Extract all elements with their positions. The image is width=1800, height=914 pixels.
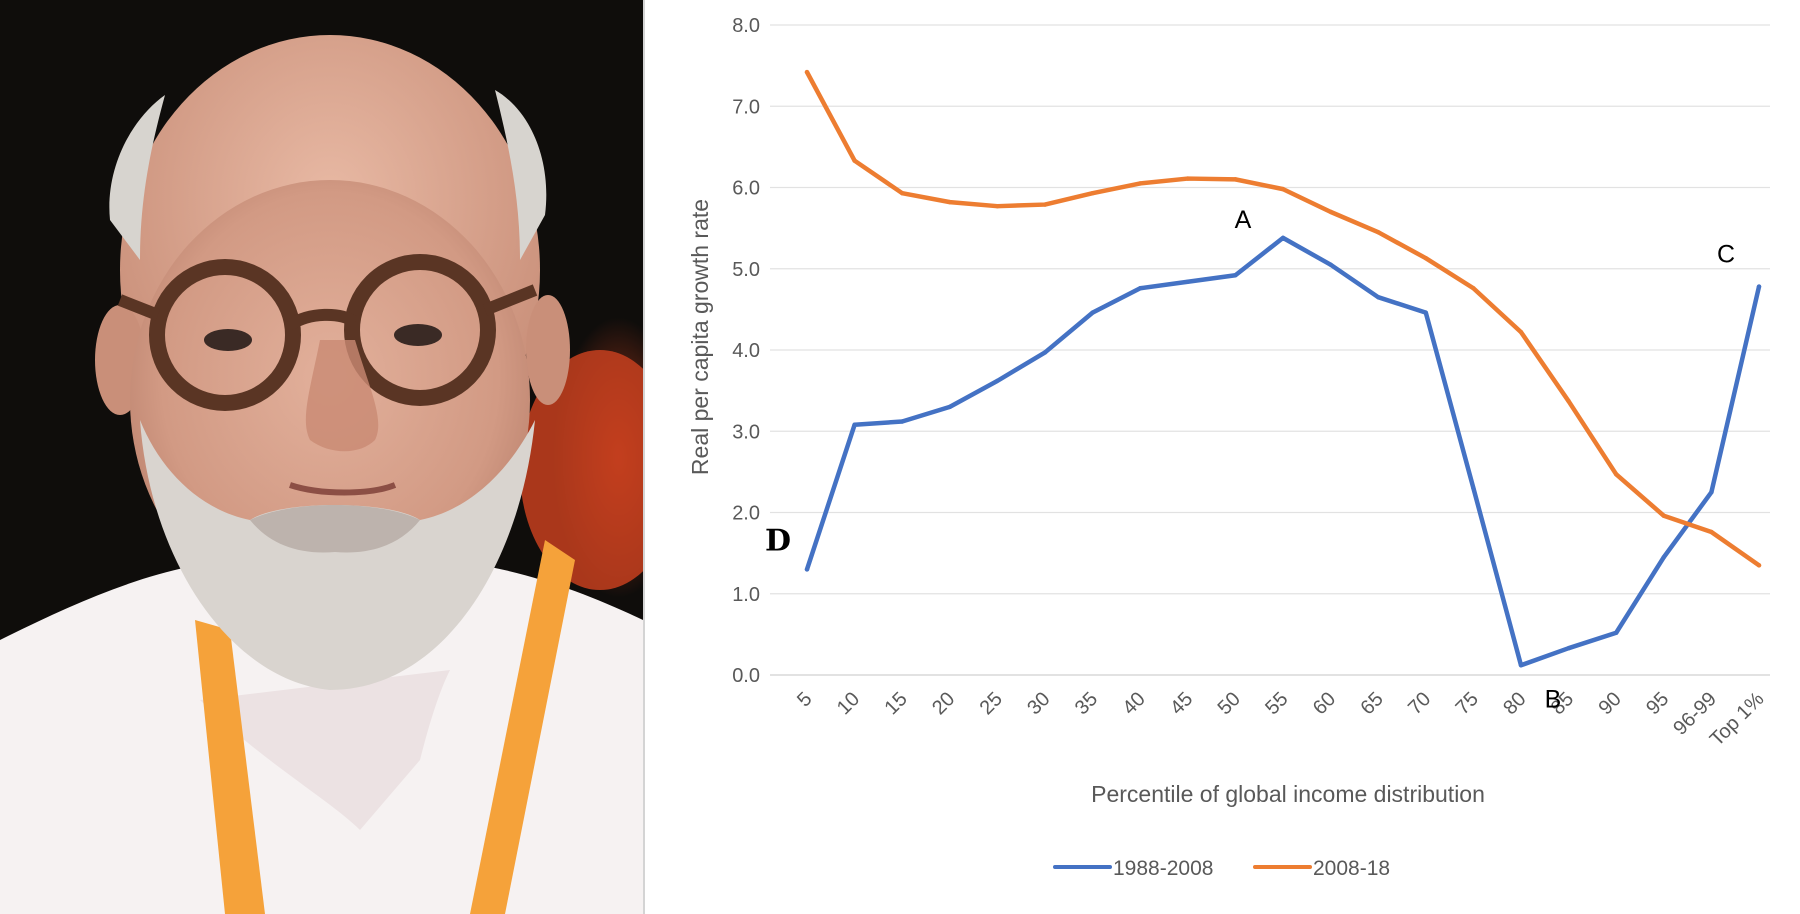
annotations: A B C D [765, 206, 1735, 713]
point-1988-2008-45 [1185, 279, 1190, 284]
point-2008-18-60 [1328, 209, 1333, 215]
point-2008-18-35 [1090, 190, 1095, 196]
y-tick-label: 4.0 [732, 340, 760, 362]
point-2008-18-Top 1% [1756, 563, 1762, 568]
x-tick-label: 60 [1309, 688, 1340, 719]
annotation-c: C [1717, 241, 1735, 269]
point-1988-2008-5 [804, 567, 810, 572]
point-1988-2008-65 [1376, 294, 1381, 300]
portrait-image [0, 0, 643, 914]
point-1988-2008-85 [1566, 645, 1571, 651]
legend-label-1988-2008: 1988-2008 [1113, 857, 1213, 880]
point-2008-18-96-99 [1709, 529, 1714, 535]
point-2008-18-50 [1233, 177, 1238, 182]
y-tick-label: 5.0 [732, 259, 760, 281]
y-axis-title: Real per capita growth rate [687, 199, 713, 475]
point-2008-18-75 [1471, 286, 1476, 291]
point-2008-18-40 [1138, 181, 1143, 186]
x-tick-label: 75 [1452, 688, 1483, 719]
point-2008-18-30 [1042, 202, 1048, 207]
annotation-d: D [765, 523, 791, 558]
x-tick-label: 70 [1404, 688, 1435, 719]
point-1988-2008-80 [1518, 663, 1524, 668]
annotation-b: B [1545, 685, 1562, 713]
x-tick-label: 65 [1356, 688, 1387, 719]
point-1988-2008-25 [995, 378, 1000, 384]
point-2008-18-5 [804, 69, 810, 75]
point-2008-18-85 [1566, 398, 1571, 404]
series-lines [804, 69, 1762, 668]
x-tick-label: 35 [1071, 688, 1102, 719]
point-1988-2008-55 [1280, 235, 1286, 241]
point-1988-2008-30 [1042, 350, 1048, 355]
legend-label-2008-18: 2008-18 [1313, 857, 1390, 880]
x-tick-label: 10 [833, 688, 864, 719]
point-1988-2008-15 [900, 419, 905, 424]
y-tick-label: 0.0 [732, 665, 760, 687]
x-tick-label: 45 [1166, 688, 1197, 719]
point-1988-2008-10 [852, 422, 857, 427]
portrait-photo [0, 0, 643, 914]
point-2008-18-55 [1280, 186, 1286, 192]
point-2008-18-20 [947, 199, 952, 205]
x-tick-label: 30 [1023, 688, 1054, 719]
y-tick-label: 1.0 [732, 584, 760, 606]
point-1988-2008-95 [1661, 554, 1666, 560]
point-2008-18-65 [1376, 229, 1381, 235]
x-tick-label: Top 1% [1706, 688, 1769, 751]
point-1988-2008-50 [1233, 273, 1238, 278]
y-axis-ticks: 0.0 1.0 2.0 3.0 4.0 5.0 6.0 7.0 8.0 [732, 15, 760, 687]
x-tick-label: 20 [928, 688, 959, 719]
series-line-1988-2008 [804, 235, 1762, 668]
y-tick-label: 6.0 [732, 178, 760, 200]
point-2008-18-45 [1185, 176, 1190, 181]
point-1988-2008-35 [1090, 310, 1095, 315]
annotation-a: A [1235, 206, 1252, 234]
y-tick-label: 2.0 [732, 503, 760, 525]
point-1988-2008-96-99 [1709, 489, 1714, 495]
x-tick-label: 40 [1118, 688, 1149, 719]
point-2008-18-25 [995, 203, 1000, 209]
point-1988-2008-40 [1138, 286, 1143, 291]
point-2008-18-95 [1661, 513, 1666, 518]
x-tick-label: 90 [1594, 688, 1625, 719]
x-tick-label: 50 [1214, 688, 1245, 719]
point-1988-2008-Top 1% [1756, 284, 1762, 289]
x-axis-ticks: 5 10 15 20 25 30 35 40 45 50 55 60 65 70 75 80 85 90 9596-… [793, 688, 1769, 751]
point-1988-2008-90 [1614, 630, 1619, 635]
gridlines [770, 24, 1770, 676]
point-1988-2008-70 [1423, 310, 1428, 315]
point-1988-2008-75 [1471, 485, 1476, 491]
point-2008-18-10 [852, 158, 857, 163]
x-axis-title: Percentile of global income distribution [1091, 781, 1485, 807]
point-2008-18-90 [1614, 472, 1619, 477]
x-tick-label: 55 [1261, 688, 1292, 719]
point-1988-2008-60 [1328, 262, 1333, 267]
y-tick-label: 8.0 [732, 15, 760, 37]
point-2008-18-80 [1518, 329, 1524, 335]
y-tick-label: 7.0 [732, 96, 760, 118]
x-tick-label: 95 [1642, 688, 1673, 719]
point-2008-18-15 [900, 190, 905, 196]
point-2008-18-70 [1423, 255, 1428, 261]
x-tick-label: 80 [1499, 688, 1530, 719]
y-tick-label: 3.0 [732, 421, 760, 443]
growth-rate-chart: 0.0 1.0 2.0 3.0 4.0 5.0 6.0 7.0 8.0 5 10 15 20 25 30 3… [687, 15, 1770, 880]
point-1988-2008-20 [947, 404, 952, 410]
x-tick-label: 5 [793, 688, 816, 711]
x-tick-label: 25 [976, 688, 1007, 719]
series-line-2008-18 [804, 69, 1762, 568]
x-tick-label: 15 [880, 688, 911, 719]
image-divider [643, 0, 645, 914]
legend: 1988-2008 2008-18 [1053, 857, 1390, 880]
chart-panel: 0.0 1.0 2.0 3.0 4.0 5.0 6.0 7.0 8.0 5 10 15 20 25 30 3… [645, 0, 1800, 914]
